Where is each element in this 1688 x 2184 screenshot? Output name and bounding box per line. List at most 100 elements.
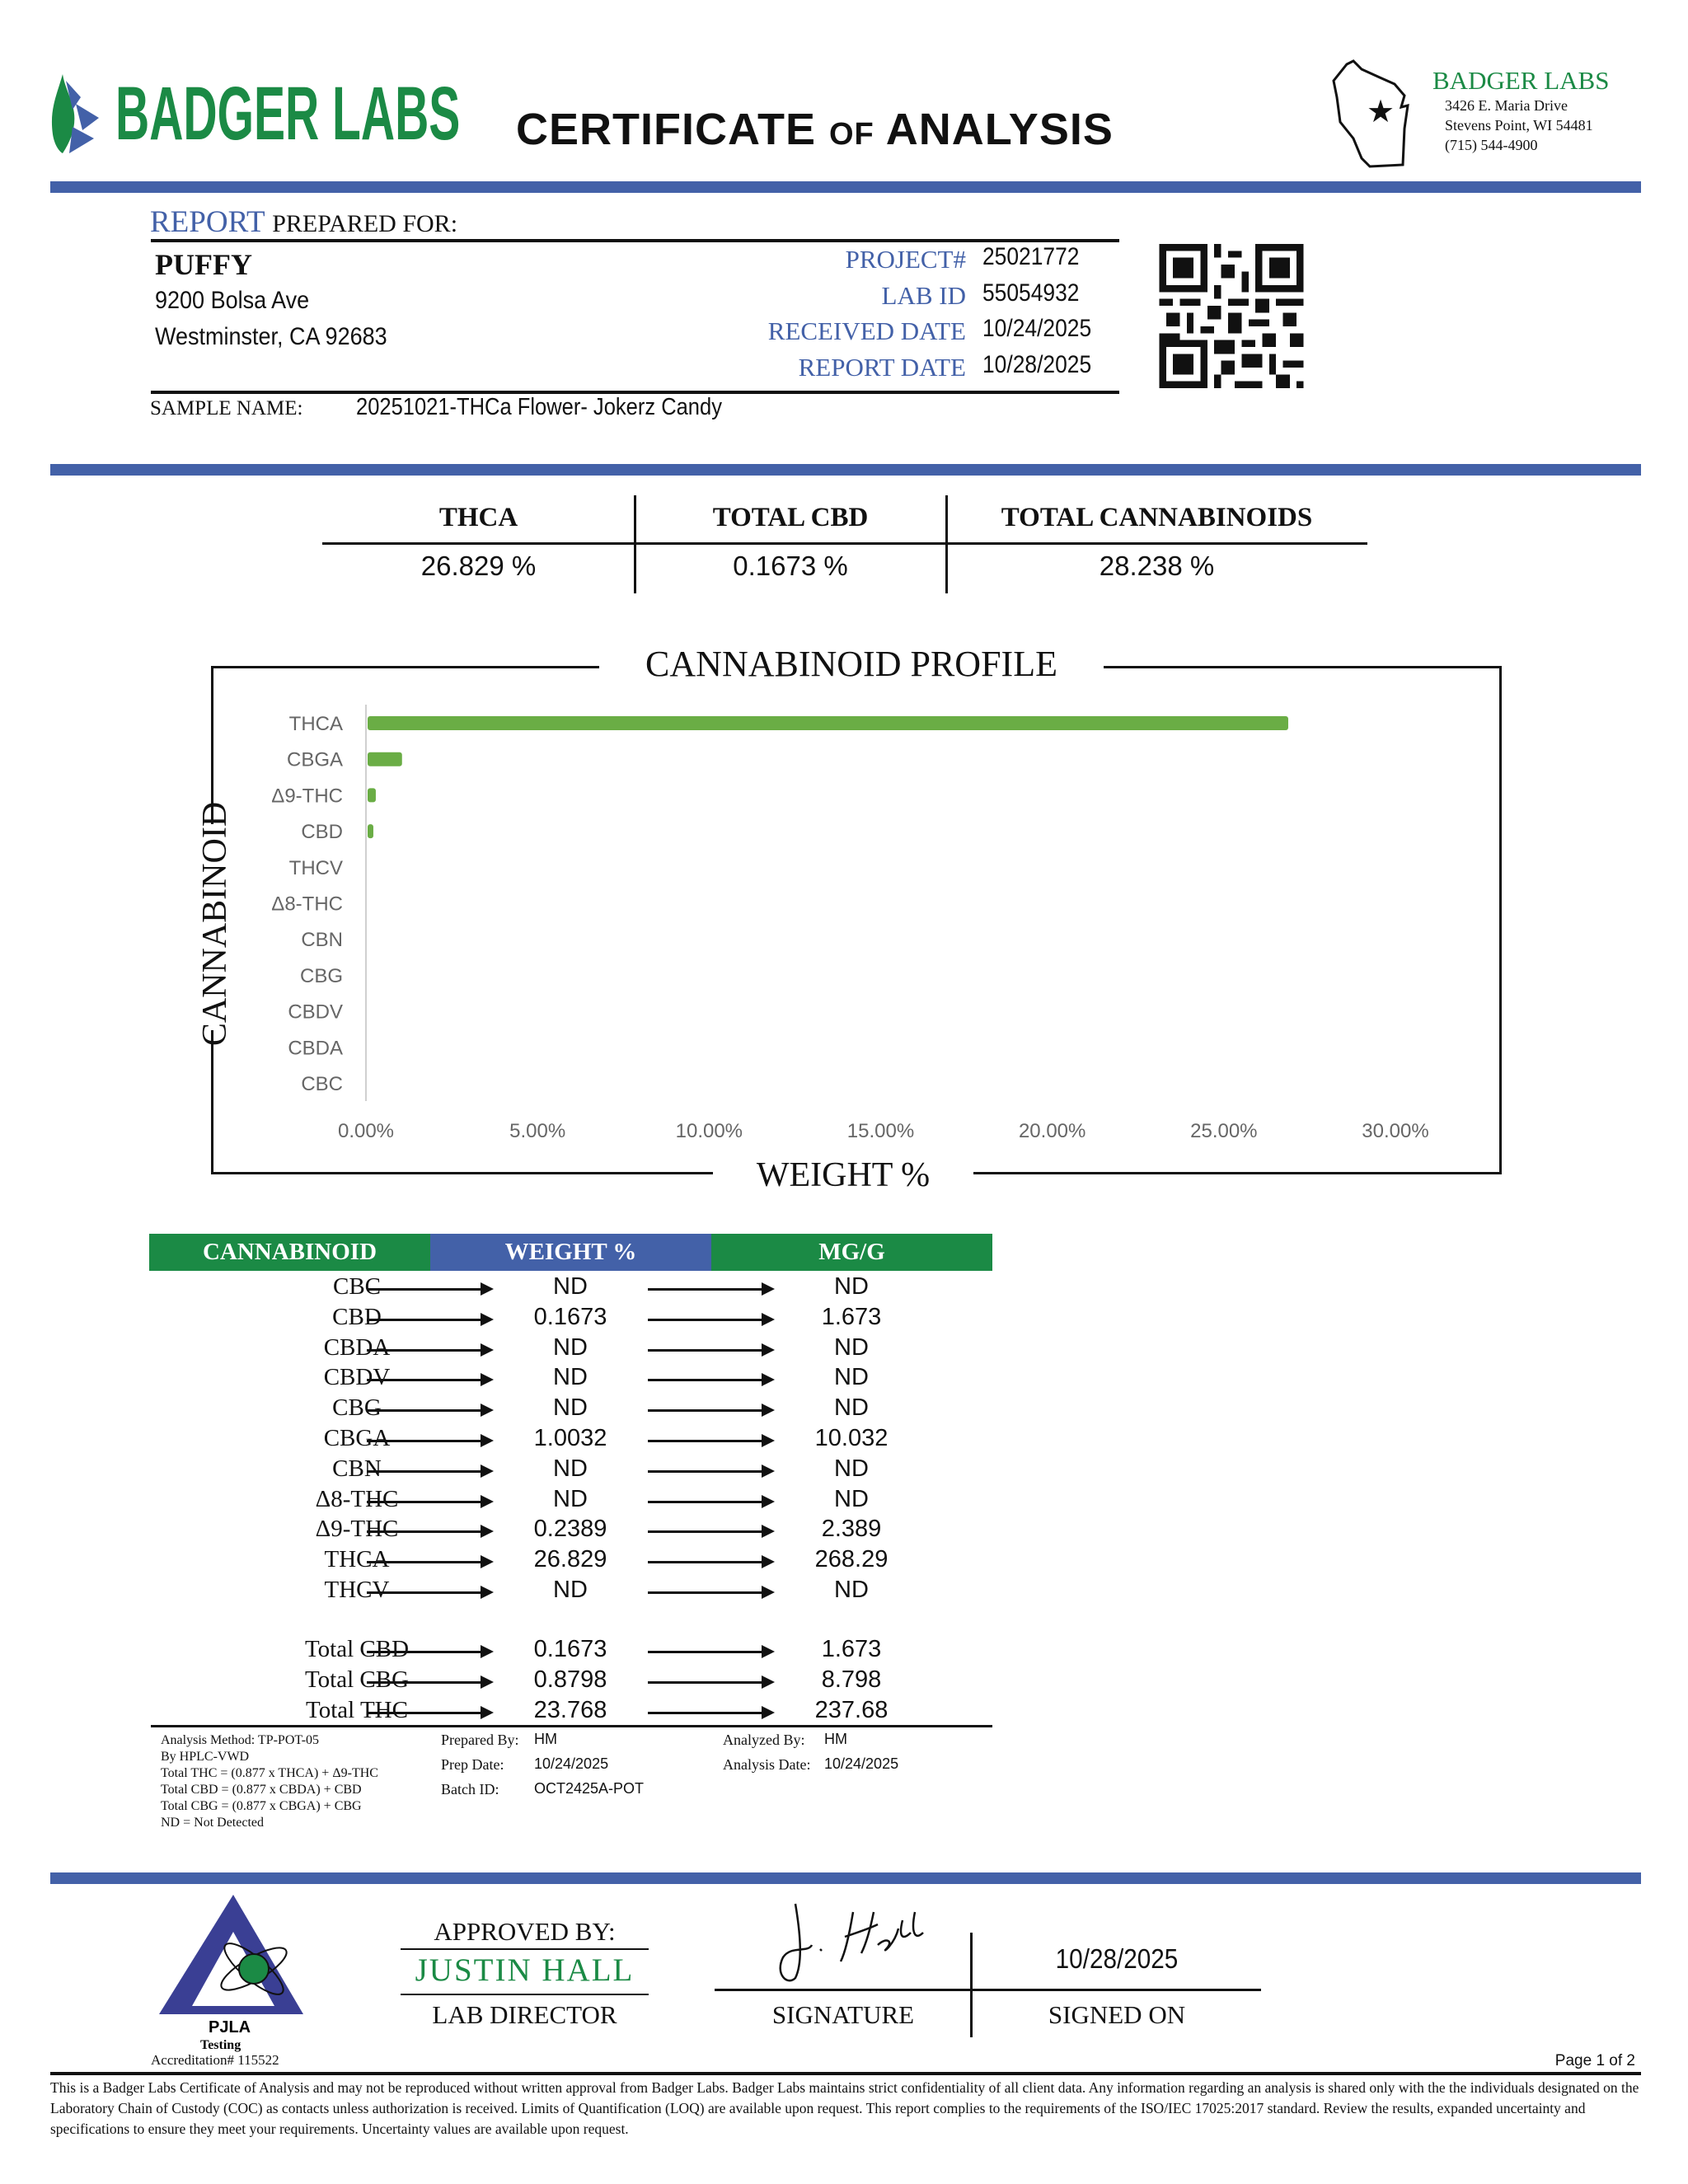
mgg-value: 1.673 [821,1303,882,1330]
report-date-label: REPORT DATE [798,353,966,382]
arrow-icon [367,1343,494,1357]
summary-total-cannabinoids-value: 28.238 % [1099,551,1215,581]
weight-value: ND [553,1273,588,1300]
mgg-value: ND [834,1333,869,1361]
received-date-label: RECEIVED DATE [767,316,966,345]
received-date-value: 10/24/2025 [982,315,1092,342]
table-row: CBG ND ND [149,1394,992,1425]
table-row: CBDV ND ND [149,1364,992,1394]
table-row: Δ9-THC 0.2389 2.389 [149,1516,992,1546]
y-tick-label: CBC [301,1073,343,1095]
arrow-icon [367,1464,494,1478]
mgg-value: ND [834,1485,869,1512]
prep-date-label: Prep Date: [441,1756,504,1773]
divider [151,391,1119,394]
table-row: THCA 26.829 268.29 [149,1546,992,1577]
weight-value: ND [553,1333,588,1361]
prep-date-value: 10/24/2025 [534,1755,609,1772]
cannabinoid-name: Total CBD [304,1636,410,1662]
cannabinoid-profile-chart: THCA CBGA Δ9-THC CBD THCV Δ8-THC CBN CBG CBDV CBD… [271,705,1429,1142]
lab-address: 3426 E. Maria Drive Stevens Point, WI 544… [1445,97,1593,153]
cannabinoid-name: CBGA [323,1425,391,1451]
cannabinoid-name: CBDA [323,1333,391,1361]
mgg-value: ND [834,1577,869,1603]
y-tick-label: CBDA [288,1037,343,1059]
signature-line [715,1989,1261,1991]
approved-by-label: APPROVED BY: [434,1917,616,1946]
arrow-icon [648,1312,775,1326]
report-prepared-for: REPORT PREPARED FOR: [150,205,458,239]
cannabinoid-name: CBG [332,1394,382,1422]
prepared-by-value: HM [534,1731,557,1747]
cannabinoid-name: Total THC [306,1696,408,1723]
client-name: PUFFY [155,248,252,281]
y-tick-label: CBGA [287,749,343,771]
arrow-icon [367,1282,494,1296]
x-tick-label: 15.00% [847,1120,914,1142]
arrow-icon [648,1343,775,1357]
bar-cbd [368,824,373,839]
summary-thca-value: 26.829 % [420,551,537,581]
signed-date: 10/28/2025 [1055,1943,1179,1974]
mgg-value: ND [834,1455,869,1482]
project-value: 25021772 [982,243,1080,270]
y-tick-label: CBN [301,929,343,951]
batch-id-value: OCT2425A-POT [534,1780,645,1797]
mgg-value: ND [834,1364,869,1391]
arrow-icon [367,1494,494,1508]
arrow-icon [648,1404,775,1418]
badger-labs-logo-text: BADGER LABS [115,72,461,156]
table-row: CBD 0.1673 1.673 [149,1304,992,1334]
arrow-icon [648,1645,775,1658]
analysis-date-value: 10/24/2025 [824,1755,899,1772]
arrow-icon [367,1404,494,1418]
divider [634,495,636,593]
svg-text:Testing: Testing [200,2038,241,2052]
divider [151,1725,992,1727]
mgg-value: ND [834,1394,869,1422]
pjla-accreditation-logo: PJLA Testing [159,1895,303,2052]
svg-text:★: ★ [1367,95,1395,129]
x-tick-label: 25.00% [1190,1120,1257,1142]
qr-code[interactable] [1158,244,1305,388]
chart-title: CANNABINOID PROFILE [599,643,1104,689]
results-table-header: CANNABINOID WEIGHT % MG/G [149,1234,992,1271]
prepared-by-label: Prepared By: [441,1732,519,1748]
lab-name: BADGER LABS [1432,66,1610,95]
table-row: CBDA ND ND [149,1334,992,1365]
arrow-icon [648,1434,775,1447]
column-header-cannabinoid: CANNABINOID [149,1234,430,1271]
cannabinoid-name: Δ8-THC [315,1485,399,1512]
weight-value: 0.1673 [533,1636,607,1662]
arrow-icon [367,1675,494,1689]
x-tick-label: 5.00% [509,1120,565,1142]
arrow-icon [367,1312,494,1326]
badger-labs-leaf-icon [51,74,99,153]
chart-x-axis-title: WEIGHT % [713,1155,973,1197]
weight-value: ND [553,1364,588,1391]
divider [945,495,948,593]
arrow-icon [648,1586,775,1599]
arrow-icon [648,1494,775,1508]
client-city: Westminster, CA 92683 [155,323,387,350]
weight-value: 26.829 [533,1546,607,1573]
arrow-icon [367,1525,494,1539]
weight-value: ND [553,1485,588,1512]
arrow-icon [367,1586,494,1599]
y-tick-label: THCV [289,857,343,879]
approver-role: LAB DIRECTOR [432,2000,617,2029]
arrow-icon [367,1705,494,1719]
arrow-icon [367,1555,494,1569]
arrow-icon [648,1373,775,1387]
weight-value: ND [553,1577,588,1603]
arrow-icon [648,1555,775,1569]
arrow-icon [367,1373,494,1387]
analysis-notes: Analysis Method: TP-POT-05 By HPLC-VWD Tot… [161,1733,378,1830]
cannabinoid-name: CBC [332,1273,382,1300]
cannabinoid-name: CBDV [323,1364,391,1391]
divider [151,239,1119,242]
summary-total-cbd-label: TOTAL CBD [712,503,869,532]
weight-value: ND [553,1394,588,1422]
approver-name: JUSTIN HALL [415,1952,635,1988]
cannabinoid-name: CBD [332,1303,382,1330]
